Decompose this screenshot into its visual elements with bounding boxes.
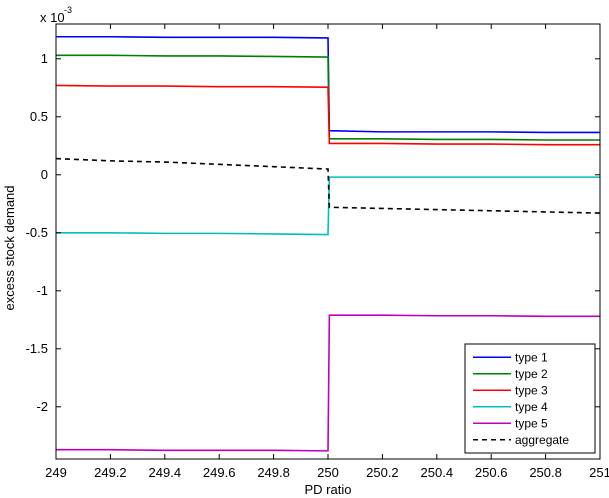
legend-label: type 3 <box>515 383 548 397</box>
y-tick-label: 1 <box>41 51 48 66</box>
x-tick-label: 250.6 <box>475 465 508 480</box>
x-tick-label: 249.8 <box>257 465 290 480</box>
y-tick-label: -1 <box>36 283 48 298</box>
legend-box <box>464 343 596 454</box>
y-axis-title: excess stock demand <box>2 185 17 310</box>
x-tick-label: 249.4 <box>149 465 182 480</box>
legend-label: type 2 <box>515 367 548 381</box>
legend: type 1 type 2 type 3 type 4 type 5 aggregate <box>464 343 596 454</box>
series-line-aggregate <box>55 157 601 214</box>
y-tick-label: 0 <box>41 167 48 182</box>
series-line-type-3 <box>55 84 600 146</box>
x-axis-title: PD ratio <box>305 482 352 497</box>
series-line-type-2 <box>56 54 600 141</box>
series-line-type-1 <box>56 35 600 134</box>
legend-label: type 1 <box>515 350 548 364</box>
y-axis-ticks: -2 -1.5 -1 -0.5 0 0.5 1 <box>26 51 600 414</box>
legend-label: aggregate <box>515 433 569 447</box>
x-tick-label: 249.2 <box>94 465 127 480</box>
x-tick-label: 249 <box>45 465 67 480</box>
series-line-type-4 <box>56 176 600 236</box>
x-axis-ticks: 249 249.2 249.4 249.6 249.8 250 250.2 250.4 250.… <box>45 24 609 480</box>
y-tick-label: -1.5 <box>26 341 48 356</box>
x-tick-label: 250 <box>317 465 339 480</box>
x-tick-label: 251 <box>589 465 609 480</box>
x-tick-label: 249.6 <box>203 465 236 480</box>
legend-label: type 4 <box>515 400 548 414</box>
y-tick-label: 0.5 <box>30 109 48 124</box>
series-lines <box>55 35 601 452</box>
legend-label: type 5 <box>515 416 548 430</box>
y-multiplier-exponent: -3 <box>64 5 72 15</box>
y-multiplier-base: x 10 <box>40 10 65 25</box>
x-tick-label: 250.8 <box>529 465 562 480</box>
y-tick-label: -2 <box>36 399 48 414</box>
y-tick-label: -0.5 <box>26 225 48 240</box>
series-line-type-5 <box>56 314 600 452</box>
x-tick-label: 250.4 <box>421 465 454 480</box>
x-tick-label: 250.2 <box>366 465 399 480</box>
